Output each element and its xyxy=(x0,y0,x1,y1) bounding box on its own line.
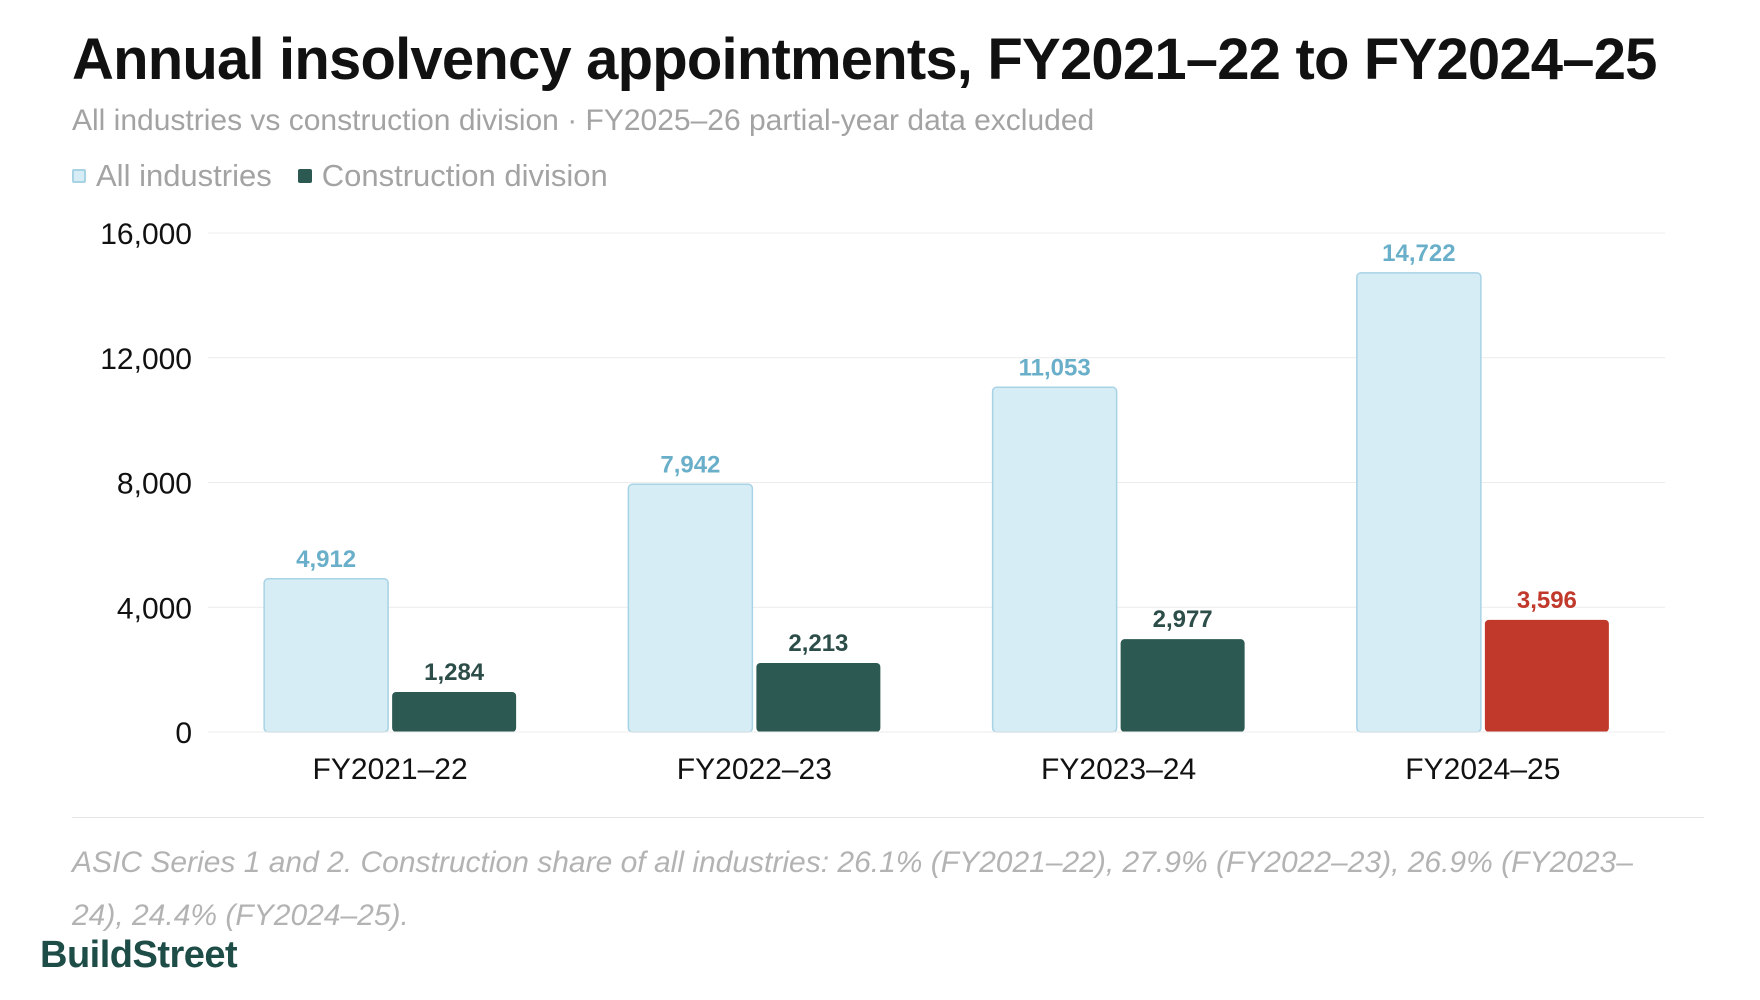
y-tick-label: 12,000 xyxy=(100,343,192,376)
y-tick-label: 16,000 xyxy=(100,218,192,251)
y-tick-label: 0 xyxy=(175,717,192,750)
bar-all-industries xyxy=(263,578,389,733)
page-title: Annual insolvency appointments, FY2021–2… xyxy=(72,27,1657,92)
x-tick-label: FY2022–23 xyxy=(677,753,832,786)
bar-construction-division xyxy=(1120,639,1245,732)
y-tick-label: 4,000 xyxy=(117,592,192,625)
bar-construction-division xyxy=(756,662,881,732)
data-label-all-industries: 4,912 xyxy=(296,546,356,573)
legend-label-construction-division: Construction division xyxy=(321,158,608,193)
bar-construction-division xyxy=(392,691,517,732)
data-label-construction-division: 2,213 xyxy=(788,630,848,657)
x-tick-label: FY2024–25 xyxy=(1405,753,1560,786)
chart-subtitle: All industries vs construction division … xyxy=(72,104,1095,137)
x-tick-label: FY2023–24 xyxy=(1041,753,1196,786)
bar-construction-division xyxy=(1484,619,1609,732)
y-tick-label: 8,000 xyxy=(117,468,192,501)
data-label-all-industries: 11,053 xyxy=(1019,354,1091,381)
x-tick-label: FY2021–22 xyxy=(313,753,468,786)
data-label-construction-division: 3,596 xyxy=(1517,587,1577,614)
legend-item-construction-division: Construction division xyxy=(297,158,608,194)
data-label-construction-division: 1,284 xyxy=(424,659,485,686)
legend-swatch-all-industries xyxy=(72,169,86,183)
bar-all-industries xyxy=(991,386,1118,733)
bar-all-industries xyxy=(1356,272,1482,733)
legend-label-all-industries: All industries xyxy=(96,158,272,193)
legend-swatch-construction-division xyxy=(297,169,312,183)
data-label-all-industries: 14,722 xyxy=(1382,240,1455,267)
brand-logo: BuildStreet xyxy=(40,934,238,976)
bar-all-industries xyxy=(627,483,754,733)
data-label-all-industries: 7,942 xyxy=(660,451,720,478)
bar-chart: 0 4,000 8,000 12,000 16,000 4,912 1,284 FY2021–… xyxy=(100,218,1665,786)
divider xyxy=(72,817,1704,818)
legend-item-all-industries: All industries xyxy=(72,158,272,194)
legend: All industries Construction division xyxy=(72,158,634,194)
footnote: ASIC Series 1 and 2. Construction share … xyxy=(72,846,1633,932)
data-label-construction-division: 2,977 xyxy=(1153,606,1213,633)
